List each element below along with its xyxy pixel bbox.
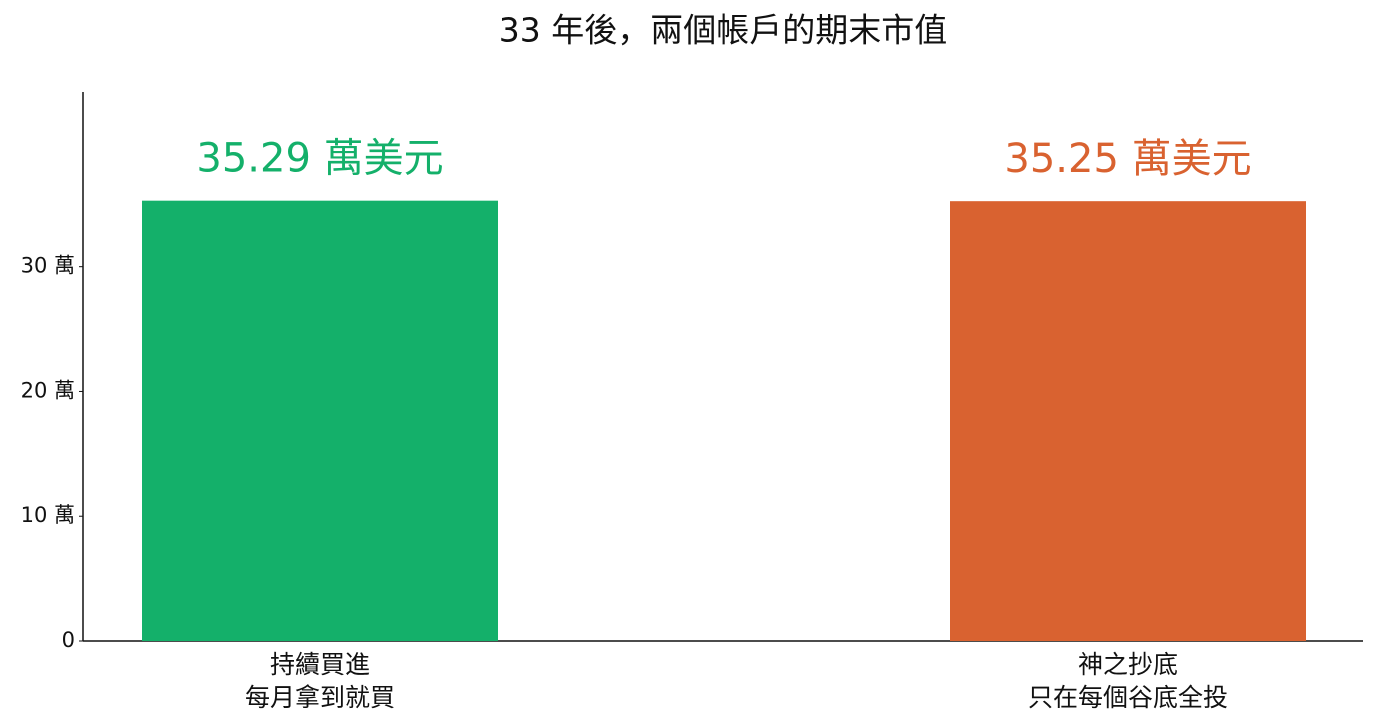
y-tick-label: 0 bbox=[62, 628, 75, 652]
value-label: 35.29 萬美元 bbox=[196, 136, 443, 182]
y-tick-label: 20 萬 bbox=[21, 378, 75, 402]
bar bbox=[950, 201, 1306, 641]
value-label: 35.25 萬美元 bbox=[1004, 136, 1251, 182]
x-tick-label: 神之抄底 只在每個谷底全投 bbox=[1027, 650, 1228, 712]
x-tick-label: 持續買進 每月拿到就買 bbox=[244, 650, 395, 712]
bar bbox=[142, 200, 498, 641]
y-tick-label: 10 萬 bbox=[21, 503, 75, 527]
y-tick-label: 30 萬 bbox=[21, 254, 75, 278]
chart-title: 33 年後，兩個帳戶的期末市值 bbox=[499, 11, 947, 50]
